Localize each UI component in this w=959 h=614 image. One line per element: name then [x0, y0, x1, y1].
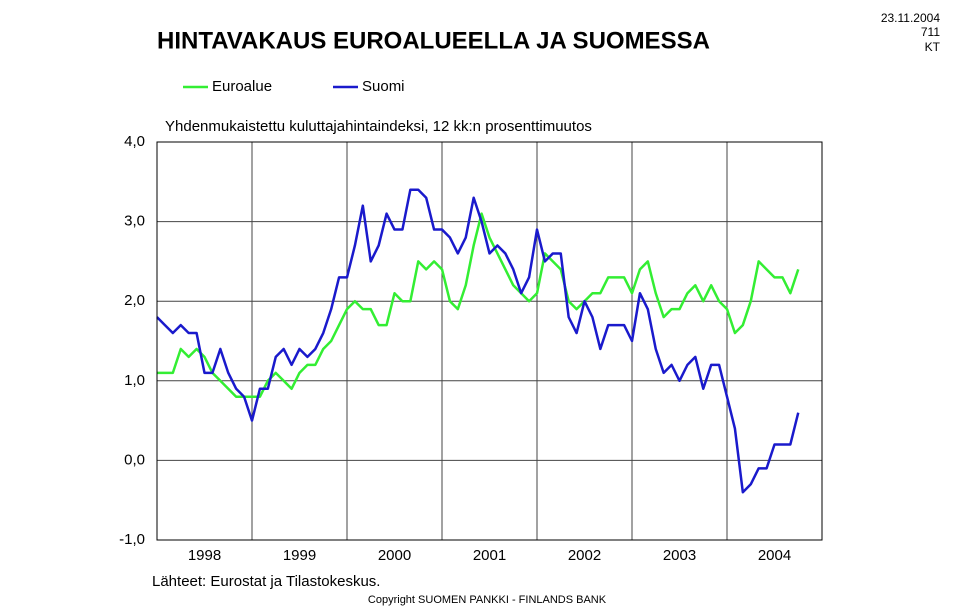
x-tick-label: 2003: [663, 547, 696, 564]
chart-title: HINTAVAKAUS EUROALUEELLA JA SUOMESSA: [157, 27, 710, 54]
series-line: [156, 188, 800, 494]
number: 711: [921, 25, 940, 39]
y-tick-label: 4,0: [124, 133, 145, 150]
legend: Euroalue Suomi: [183, 78, 405, 95]
plot-frame: [156, 141, 823, 541]
x-tick-label: 2002: [568, 547, 601, 564]
x-tick-label: 1999: [283, 547, 316, 564]
plot: [156, 188, 800, 494]
subtitle: Yhdenmukaistettu kuluttajahintaindeksi, …: [165, 118, 592, 135]
legend-label: Euroalue: [212, 78, 272, 95]
legend-label: Suomi: [362, 78, 405, 95]
x-tick-label: 1998: [188, 547, 221, 564]
copyright: Copyright SUOMEN PANKKI - FINLANDS BANK: [368, 594, 607, 606]
y-tick-label: 3,0: [124, 213, 145, 230]
x-tick-label: 2001: [473, 547, 506, 564]
x-tick-label: 2000: [378, 547, 411, 564]
y-tick-label: 1,0: [124, 372, 145, 389]
y-tick-label: 0,0: [124, 451, 145, 468]
x-tick-label: 2004: [758, 547, 791, 564]
y-tick-label: -1,0: [119, 531, 145, 548]
y-tick-label: 2,0: [124, 292, 145, 309]
department: KT: [925, 40, 941, 54]
source: Lähteet: Eurostat ja Tilastokeskus.: [152, 573, 380, 590]
date: 23.11.2004: [881, 11, 940, 25]
